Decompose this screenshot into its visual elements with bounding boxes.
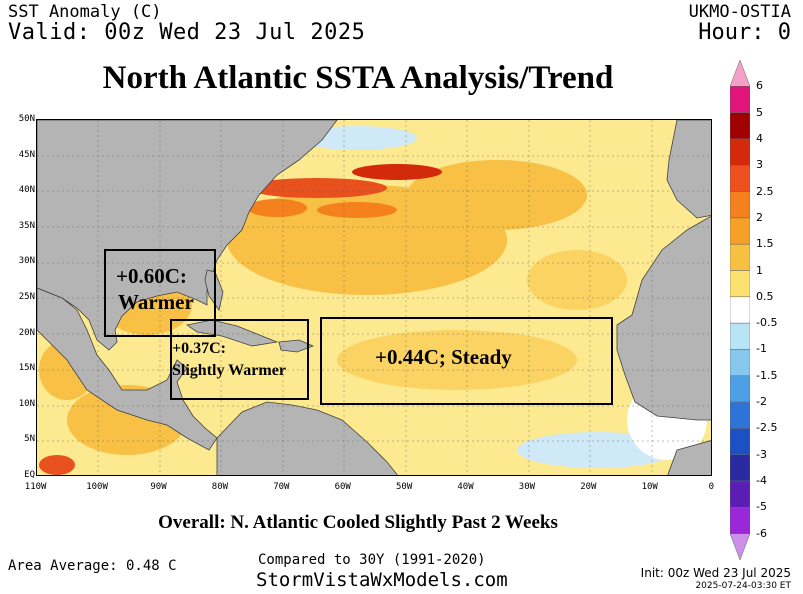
- south-america-landmass: [216, 401, 398, 475]
- colorbar-label: -1.5: [756, 368, 778, 382]
- colorbar-swatch: [730, 533, 750, 560]
- sst-anomaly-map: [36, 119, 712, 476]
- colorbar-swatch: [730, 322, 750, 350]
- longitude-label: 30W: [518, 482, 536, 492]
- colorbar-swatch: [730, 60, 750, 87]
- climatology-note: Compared to 30Y (1991-2020): [258, 552, 486, 568]
- latitude-label: 45N: [18, 149, 35, 160]
- latitude-label: 25N: [18, 292, 35, 302]
- latitude-label: 35N: [18, 220, 35, 231]
- colorbar-label: -2.5: [756, 421, 778, 435]
- colorbar-swatch: [730, 454, 750, 482]
- mdr-region-box: [320, 317, 613, 405]
- africa-southern-coast: [667, 440, 711, 475]
- colorbar-swatch: [730, 270, 750, 298]
- colorbar-swatch: [730, 86, 750, 113]
- longitude-label: 50W: [396, 482, 413, 492]
- longitude-label: 100W: [86, 482, 108, 492]
- colorbar-label: 5: [756, 105, 763, 119]
- colorbar-swatch: [730, 217, 750, 245]
- colorbar-label: 4: [756, 131, 763, 145]
- map-title: North Atlantic SSTA Analysis/Trend: [102, 60, 614, 96]
- gulf-anomaly-label: +0.60C:: [116, 264, 187, 288]
- caribbean-trend-label: Slightly Warmer: [172, 362, 286, 379]
- longitude-label: 90W: [150, 482, 167, 492]
- land-masses: [37, 120, 711, 475]
- north-america-landmass: [37, 120, 338, 351]
- cuba: [186, 319, 279, 347]
- caribbean-anomaly-label: +0.37C:: [172, 340, 226, 357]
- summary-caption: Overall: N. Atlantic Cooled Slightly Pas…: [158, 512, 558, 533]
- longitude-label: 70W: [273, 482, 290, 492]
- colorbar-label: 6: [756, 79, 763, 93]
- colorbar-label: -3: [756, 447, 767, 461]
- colorbar-label: 1: [756, 263, 763, 277]
- mdr-anomaly-label: +0.44C; Steady: [375, 345, 512, 369]
- colorbar-swatch: [730, 191, 750, 219]
- valid-time: Valid: 00z Wed 23 Jul 2025: [8, 20, 366, 45]
- longitude-label: 60W: [334, 482, 351, 492]
- area-average: Area Average: 0.48 C: [8, 558, 177, 574]
- colorbar-swatch: [730, 349, 750, 377]
- gulf-trend-label: Warmer: [118, 290, 194, 314]
- colorbar-swatch: [730, 243, 750, 271]
- colorbar-swatch: [730, 296, 750, 324]
- colorbar-label: 3: [756, 158, 763, 172]
- colorbar-swatch: [730, 480, 750, 508]
- colorbar-label: 1.5: [756, 237, 774, 251]
- longitude-label: 20W: [580, 482, 597, 492]
- colorbar-swatch: [730, 428, 750, 455]
- longitude-label: 0: [708, 482, 715, 492]
- longitude-label: 80W: [211, 482, 229, 492]
- generated-timestamp: 2025-07-24-03:30 ET: [695, 581, 791, 591]
- site-name: StormVistaWxModels.com: [256, 569, 508, 591]
- colorbar-swatch: [730, 507, 750, 534]
- latitude-label: 40N: [18, 185, 35, 196]
- colorbar-label: -5: [756, 500, 767, 514]
- latitude-label: 10N: [18, 398, 35, 409]
- africa-landmass: [616, 215, 711, 421]
- init-time: Init: 00z Wed 23 Jul 2025: [640, 566, 791, 580]
- colorbar: [730, 60, 750, 560]
- latitude-label: EQ: [24, 470, 35, 480]
- colorbar-label: -0.5: [756, 316, 778, 330]
- variable-title: SST Anomaly (C): [8, 2, 162, 22]
- colorbar-swatch: [730, 165, 750, 192]
- latitude-label: 15N: [18, 363, 35, 374]
- colorbar-swatch: [730, 401, 750, 429]
- latitude-label: 30N: [18, 256, 35, 267]
- hispaniola: [278, 339, 315, 353]
- colorbar-label: -1: [756, 342, 767, 356]
- colorbar-label: 2.5: [756, 184, 774, 198]
- latitude-label: 20N: [18, 327, 35, 338]
- iberia-landmass: [666, 120, 711, 219]
- caribbean-region-box: [170, 319, 309, 400]
- longitude-label: 110W: [24, 482, 47, 492]
- latitude-label: 50N: [18, 114, 35, 124]
- gulf-region-box: [104, 249, 216, 337]
- colorbar-swatch: [730, 112, 750, 140]
- forecast-hour: Hour: 0: [698, 20, 791, 45]
- map-graphic: [37, 120, 711, 475]
- colorbar-label: 0.5: [756, 289, 774, 303]
- colorbar-label: -2: [756, 395, 767, 409]
- hot-anomaly-areas: [247, 164, 442, 218]
- model-name: UKMO-OSTIA: [688, 2, 791, 22]
- mexico-central-america: [37, 287, 218, 451]
- colorbar-label: -6: [756, 526, 767, 540]
- colorbar-label: -4: [756, 474, 767, 488]
- longitude-label: 10W: [641, 482, 658, 492]
- colorbar-label: 2: [756, 210, 763, 224]
- longitude-label: 40W: [457, 482, 474, 492]
- colorbar-swatch: [730, 375, 750, 403]
- colorbar-swatch: [730, 138, 750, 166]
- latitude-label: 5N: [24, 434, 35, 445]
